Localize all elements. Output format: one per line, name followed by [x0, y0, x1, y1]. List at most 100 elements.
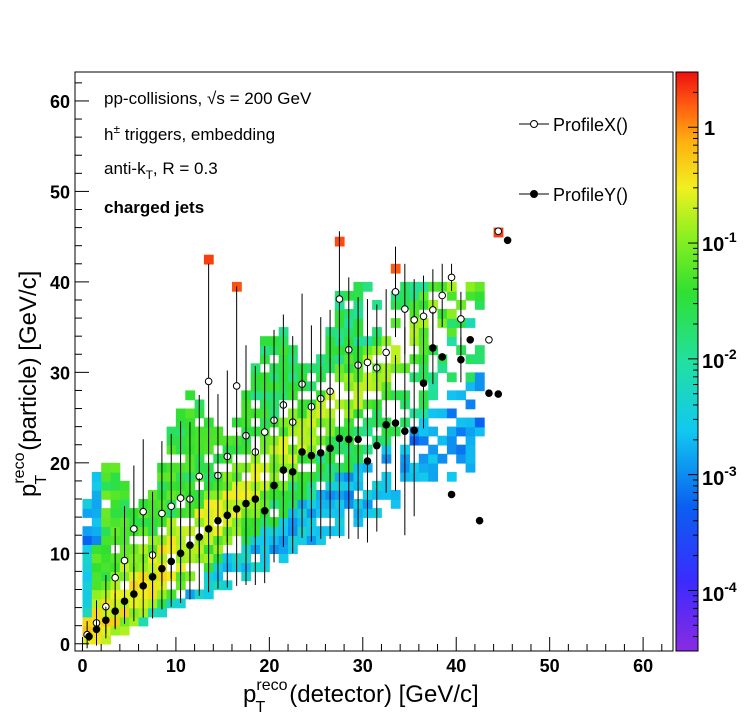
heatmap-cell [157, 607, 167, 618]
heatmap-cell [474, 345, 485, 355]
heatmap-cell [101, 562, 111, 573]
profile-y-point [204, 525, 213, 533]
heatmap-cell [175, 598, 186, 609]
z-tick-label-1: 1 [704, 118, 715, 140]
heatmap-cell [101, 535, 111, 545]
y-axis-title: preco T(particle) [GeV/c] [11, 271, 50, 497]
heatmap-cell [390, 490, 401, 500]
profile-y-point [111, 607, 119, 615]
heatmap-cell [381, 490, 392, 500]
profile-y-point [176, 549, 185, 558]
x-tick-label: 0 [77, 656, 87, 676]
heatmap-cell [474, 381, 485, 392]
profile-x-point [120, 556, 129, 565]
y-axis: 0 10 20 30 40 50 60 [50, 82, 89, 655]
profile-y-point [466, 335, 475, 344]
heatmap-cell [446, 435, 457, 446]
profile-y-point [429, 344, 437, 352]
profile-y-point [475, 516, 484, 525]
heatmap-cell [474, 300, 485, 310]
profile-x-point [419, 312, 428, 321]
annotations: pp-collisions, √s = 200 GeV h± triggers,… [104, 89, 312, 217]
heatmap-cell [91, 508, 102, 518]
heatmap-cell [465, 444, 476, 455]
profile-y-point [167, 557, 176, 566]
color-scale: 10-4 10-3 10-2 10-1 1 [675, 71, 737, 652]
heatmap-cell [101, 517, 111, 527]
heatmap-cell [446, 318, 457, 328]
heatmap-cell [82, 589, 93, 600]
heatmap-cell [278, 553, 289, 564]
profile-x-point [391, 288, 400, 296]
profile-x-point [447, 273, 456, 282]
profile-y-point [288, 468, 297, 476]
annotation-jet-type: charged jets [104, 198, 204, 217]
heatmap-cell [474, 290, 485, 301]
heatmap-cell [101, 490, 111, 500]
heatmap-cell [110, 480, 121, 491]
heatmap-cell [91, 589, 102, 600]
profile-x-point [130, 525, 138, 533]
heatmap-cell [456, 390, 466, 401]
color-scale-bar [675, 71, 699, 652]
heatmap-cell [91, 526, 102, 536]
profile-x-point [410, 316, 418, 324]
heatmap-cell [101, 462, 111, 473]
heatmap-cell [428, 462, 438, 473]
profile-y-point [401, 427, 409, 435]
profile-y-point [92, 625, 101, 634]
heatmap-cell [82, 571, 93, 582]
heatmap-cell [390, 345, 401, 355]
profile-x-point [139, 507, 148, 516]
profile-y-point [494, 390, 503, 398]
profile-x-point [260, 428, 269, 436]
legend-profiley-marker [530, 190, 538, 198]
heatmap-cell [437, 435, 448, 446]
heatmap-cell [428, 471, 438, 482]
profile-y-point [214, 516, 222, 525]
heatmap-cell [465, 399, 476, 410]
heatmap-cell [465, 417, 476, 428]
profile-y-point [148, 573, 157, 581]
heatmap-cell [465, 290, 476, 301]
heatmap-cell [418, 426, 429, 437]
heatmap-cell [110, 471, 121, 482]
heatmap-cell [428, 408, 438, 419]
heatmap-cell [260, 336, 270, 346]
heatmap-cell [428, 453, 438, 464]
heatmap-cell [316, 535, 326, 545]
color-scale-ticks [688, 71, 698, 652]
z-tick-label-1e-4: 10-4 [702, 579, 737, 606]
heatmap-cell [82, 607, 93, 618]
profile-x-point [335, 295, 344, 303]
heatmap-cell [166, 426, 177, 437]
heatmap-cell [91, 471, 102, 482]
heatmap-cell [428, 444, 438, 455]
heatmap-cell [110, 508, 121, 518]
heatmap-cell [91, 562, 102, 573]
heatmap-cell [82, 535, 93, 545]
heatmap-cell [474, 354, 485, 365]
profile-y-point [298, 448, 306, 456]
profile-y-point [130, 590, 138, 598]
heatmap-cell [138, 616, 149, 627]
heatmap-cell [456, 417, 466, 428]
heatmap-cell [91, 480, 102, 491]
heatmap-cell [456, 426, 466, 437]
heatmap-cell [465, 354, 476, 365]
profile-y-point [382, 421, 390, 429]
heatmap-cell [465, 281, 476, 292]
heatmap-cell [91, 544, 102, 554]
heatmap-cell [119, 625, 130, 636]
y-tick-label: 10 [50, 544, 70, 564]
profile-y-point [85, 632, 93, 641]
legend-profilex-marker [530, 120, 538, 128]
heatmap-cell [110, 625, 121, 636]
profile-y-point [485, 389, 493, 397]
profile-y-point [242, 499, 250, 508]
heatmap-cell [101, 634, 111, 645]
profile-x-point [232, 382, 241, 390]
heatmap-cell [428, 381, 438, 392]
y-tick-label: 50 [50, 182, 70, 202]
